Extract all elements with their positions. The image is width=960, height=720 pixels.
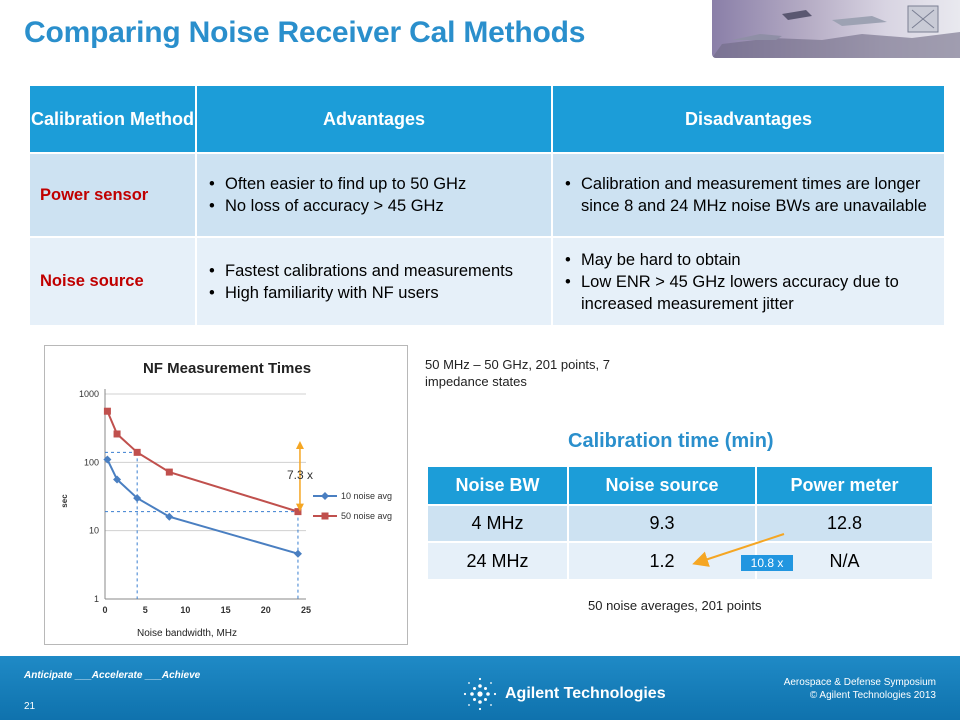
y-tick-label: 1000 [79, 389, 99, 399]
data-point [133, 494, 142, 503]
table-cell: 1.2 [568, 541, 757, 579]
y-tick-label: 1 [94, 594, 99, 604]
list-item: Fastest calibrations and measurements [207, 260, 545, 282]
chart-title: NF Measurement Times [143, 360, 311, 377]
disadvantages-cell: May be hard to obtain Low ENR > 45 GHz l… [552, 236, 944, 325]
data-point [293, 549, 302, 558]
calibration-methods-table: Calibration Method Advantages Disadvanta… [30, 86, 944, 325]
disadvantages-cell: Calibration and measurement times are lo… [552, 152, 944, 237]
table-row: Power sensor Often easier to find up to … [30, 152, 944, 237]
tagline: Anticipate ___Accelerate ___Achieve [24, 670, 201, 681]
header-noise-bw: Noise BW [428, 467, 569, 505]
list-item: Calibration and measurement times are lo… [563, 173, 938, 217]
header-noise-source: Noise source [568, 467, 757, 505]
averages-note: 50 noise averages, 201 points [588, 598, 762, 613]
list-item: Often easier to find up to 50 GHz [207, 173, 545, 195]
chart-svg: NF Measurement Times 1 10 100 1000 0 5 10 15 20 25… [60, 360, 392, 639]
copyright: © Agilent Technologies 2013 [809, 690, 936, 701]
table-row: 24 MHz 1.2 N/A [428, 541, 932, 579]
advantages-cell: Fastest calibrations and measurements Hi… [196, 236, 553, 325]
table-row: 4 MHz 9.3 12.8 [428, 504, 932, 542]
x-tick-label: 25 [301, 605, 311, 615]
method-noise-source: Noise source [30, 236, 197, 325]
data-point [294, 508, 302, 516]
table-cell: 9.3 [568, 504, 757, 542]
sweep-note: 50 MHz – 50 GHz, 201 points, 7 impedance… [425, 357, 610, 389]
legend-marker [321, 512, 329, 520]
data-point [133, 448, 141, 456]
header-banner-image [712, 0, 960, 58]
data-point [103, 407, 111, 415]
legend-label: 10 noise avg [341, 491, 392, 501]
header-calibration-method: Calibration Method [30, 86, 197, 153]
nf-measurement-times-chart: NF Measurement Times 1 10 100 1000 0 5 10 15 20 25… [44, 345, 408, 645]
x-tick-label: 15 [221, 605, 231, 615]
x-tick-label: 5 [143, 605, 148, 615]
header-advantages: Advantages [196, 86, 553, 153]
list-item: No loss of accuracy > 45 GHz [207, 195, 545, 217]
advantages-cell: Often easier to find up to 50 GHz No los… [196, 152, 553, 237]
page-title: Comparing Noise Receiver Cal Methods [24, 16, 586, 49]
y-axis-label: sec [60, 494, 69, 508]
table-cell: 4 MHz [428, 504, 569, 542]
header-power-meter: Power meter [756, 467, 932, 505]
annotation-arrowhead [295, 503, 304, 512]
method-power-sensor: Power sensor [30, 152, 197, 237]
annotation-arrowhead [295, 441, 304, 449]
legend-label: 50 noise avg [341, 511, 392, 521]
calibration-time-title: Calibration time (min) [568, 430, 774, 452]
header-disadvantages: Disadvantages [552, 86, 944, 153]
table-cell: 24 MHz [428, 541, 569, 579]
calibration-time-table: Noise BW Noise source Power meter 4 MHz … [428, 467, 932, 579]
company-name: Agilent Technologies [505, 685, 666, 702]
list-item: Low ENR > 45 GHz lowers accuracy due to … [563, 271, 938, 315]
data-point [165, 468, 173, 476]
data-point [113, 475, 122, 484]
annotation-label: 7.3 x [287, 468, 313, 482]
table-row: Noise source Fastest calibrations and me… [30, 236, 944, 325]
y-tick-label: 100 [84, 457, 99, 467]
list-item: High familiarity with NF users [207, 282, 545, 304]
ratio-badge: 10.8 x [741, 555, 793, 571]
event-name: Aerospace & Defense Symposium [783, 677, 936, 688]
data-point [103, 455, 112, 464]
event-info: Aerospace & Defense Symposium © Agilent … [784, 676, 936, 702]
slide-number: 21 [24, 701, 36, 712]
table-cell: 12.8 [756, 504, 932, 542]
data-point [113, 430, 121, 438]
series-line [106, 459, 299, 555]
list-item: May be hard to obtain [563, 249, 938, 271]
y-tick-label: 10 [89, 526, 99, 536]
x-tick-label: 10 [180, 605, 190, 615]
legend-marker [321, 492, 329, 500]
x-axis-label: Noise bandwidth, MHz [137, 628, 237, 639]
agilent-spark-icon [463, 677, 497, 711]
x-tick-label: 0 [102, 605, 107, 615]
data-point [165, 512, 174, 521]
x-tick-label: 20 [261, 605, 271, 615]
